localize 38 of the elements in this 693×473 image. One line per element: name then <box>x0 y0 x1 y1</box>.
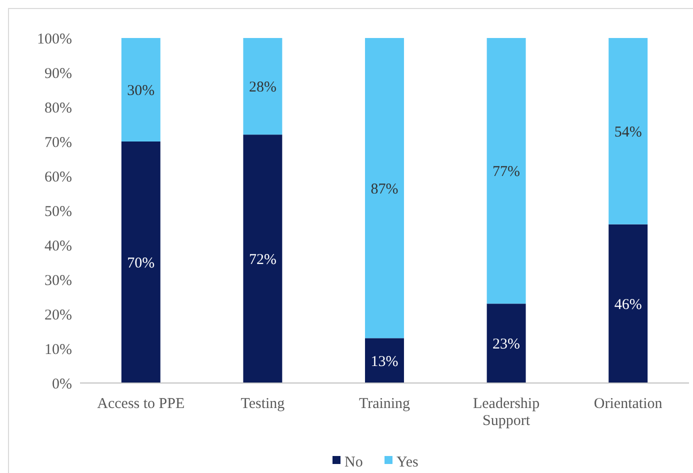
bar <box>486 38 526 304</box>
data-label: 23% <box>492 336 520 353</box>
y-tick-label: 10% <box>44 342 72 358</box>
data-label: 13% <box>370 354 398 370</box>
bar <box>243 38 282 135</box>
x-tick-label: Orientation <box>594 396 663 412</box>
bar <box>365 38 404 338</box>
legend-label: No <box>344 454 363 470</box>
y-tick-label: 100% <box>37 31 72 48</box>
bar <box>608 38 648 224</box>
y-tick-label: 70% <box>44 134 72 151</box>
y-tick-label: 40% <box>44 238 72 254</box>
x-tick-label: Training <box>358 396 411 412</box>
legend-label: Yes <box>396 454 418 470</box>
y-tick-label: 50% <box>44 204 72 220</box>
data-label: 30% <box>127 83 155 99</box>
bar <box>486 304 526 383</box>
bar <box>608 224 648 383</box>
x-tick-label: Access to PPE <box>97 396 185 412</box>
y-tick-label: 0% <box>52 376 72 392</box>
data-label: 28% <box>248 80 276 96</box>
data-label: 54% <box>614 124 642 140</box>
y-tick-label: 60% <box>44 169 72 186</box>
data-label: 77% <box>492 164 520 180</box>
y-tick-label: 90% <box>44 66 72 82</box>
bar <box>121 38 160 142</box>
bar <box>121 142 160 383</box>
y-tick-label: 30% <box>44 272 72 289</box>
y-tick-label: 20% <box>44 307 72 324</box>
data-label: 87% <box>370 181 398 198</box>
y-tick-label: 80% <box>44 100 72 116</box>
data-label: 72% <box>248 252 276 268</box>
data-label: 46% <box>614 296 642 313</box>
bar <box>365 338 404 383</box>
data-label: 70% <box>127 256 155 272</box>
x-tick-label: Testing <box>240 396 286 412</box>
bar <box>243 134 282 383</box>
x-tick-label: Leadership Support <box>472 396 540 429</box>
